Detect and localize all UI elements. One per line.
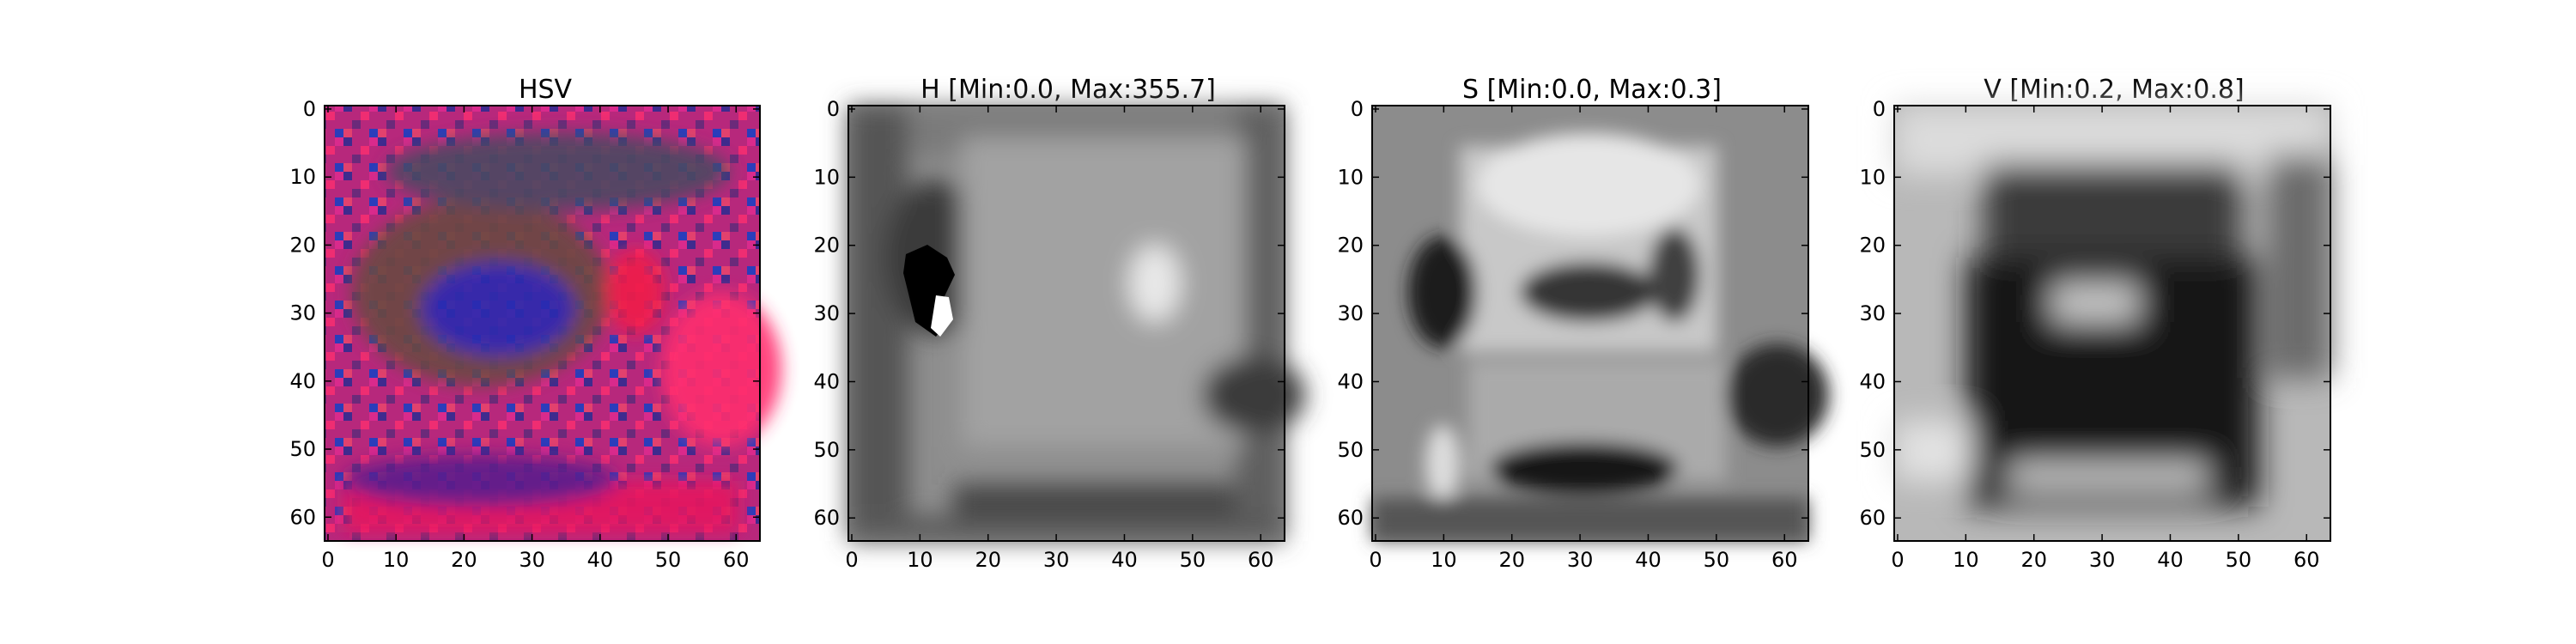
x-tick-label: 0 [845, 548, 858, 572]
y-tick-label: 40 [1859, 369, 1886, 393]
y-tick-label: 50 [1337, 438, 1364, 462]
y-tick-label: 20 [813, 234, 840, 258]
heatmap-image [324, 105, 781, 542]
x-tick-label: 20 [2020, 548, 2047, 572]
x-tick-label: 40 [587, 548, 614, 572]
y-tick-label: 50 [289, 437, 316, 461]
y-tick-label: 10 [1859, 165, 1886, 189]
x-tick-label: 30 [2089, 548, 2116, 572]
y-tick-label: 20 [1859, 234, 1886, 258]
y-tick-label: 10 [1337, 165, 1364, 189]
x-tick-label: 30 [519, 548, 545, 572]
x-tick-label: 40 [1635, 548, 1662, 572]
panel-hsv: HSV [324, 75, 781, 542]
y-tick-label: 40 [289, 369, 316, 393]
x-tick-label: 50 [1704, 548, 1730, 572]
x-tick-label: 0 [1369, 548, 1382, 572]
panel-title: H [Min:0.0, Max:355.7] [920, 75, 1216, 105]
x-tick-label: 40 [1111, 548, 1138, 572]
x-tick-label: 60 [2293, 548, 2320, 572]
x-tick-label: 20 [1498, 548, 1525, 572]
x-tick-label: 60 [723, 548, 750, 572]
x-tick-label: 10 [1953, 548, 1979, 572]
y-tick-label: 60 [1859, 506, 1886, 530]
y-tick-label: 10 [813, 165, 840, 189]
y-tick-label: 0 [827, 97, 840, 121]
y-tick-label: 30 [289, 301, 316, 325]
x-tick-label: 0 [321, 548, 334, 572]
heatmap-image [848, 105, 1305, 542]
x-tick-label: 40 [2157, 548, 2184, 572]
panel-title: HSV [519, 75, 573, 105]
x-tick-label: 50 [2226, 548, 2252, 572]
y-tick-label: 0 [303, 97, 316, 121]
x-tick-label: 60 [1771, 548, 1798, 572]
y-tick-label: 40 [813, 369, 840, 393]
y-tick-label: 50 [813, 438, 840, 462]
panel-title: S [Min:0.0, Max:0.3] [1462, 75, 1722, 105]
y-tick-label: 60 [1337, 506, 1364, 530]
y-tick-label: 0 [1873, 97, 1886, 121]
x-tick-label: 50 [655, 548, 682, 572]
y-tick-label: 30 [1337, 301, 1364, 325]
x-tick-label: 10 [907, 548, 933, 572]
x-tick-label: 20 [975, 548, 1001, 572]
panel-s: S [Min:0.0, Max:0.3] [1371, 75, 1829, 542]
x-tick-label: 10 [1431, 548, 1457, 572]
y-tick-label: 60 [813, 506, 840, 530]
y-tick-label: 0 [1351, 97, 1364, 121]
panel-title: V [Min:0.2, Max:0.8] [1984, 75, 2244, 105]
y-tick-label: 10 [289, 165, 316, 189]
y-tick-label: 20 [289, 233, 316, 257]
y-tick-label: 50 [1859, 438, 1886, 462]
x-tick-label: 50 [1180, 548, 1206, 572]
x-tick-label: 10 [383, 548, 410, 572]
panel-h: H [Min:0.0, Max:355.7] [848, 75, 1305, 542]
y-tick-label: 20 [1337, 234, 1364, 258]
x-tick-label: 20 [451, 548, 477, 572]
y-tick-label: 60 [289, 505, 316, 529]
y-tick-label: 40 [1337, 369, 1364, 393]
heatmap-image [1893, 105, 2331, 542]
y-tick-label: 30 [1859, 301, 1886, 325]
x-tick-label: 30 [1567, 548, 1594, 572]
panel-v: V [Min:0.2, Max:0.8] [1893, 75, 2331, 542]
x-tick-label: 0 [1891, 548, 1904, 572]
heatmap-image [1371, 105, 1829, 542]
x-tick-label: 60 [1248, 548, 1274, 572]
y-tick-label: 30 [813, 301, 840, 325]
x-tick-label: 30 [1043, 548, 1070, 572]
